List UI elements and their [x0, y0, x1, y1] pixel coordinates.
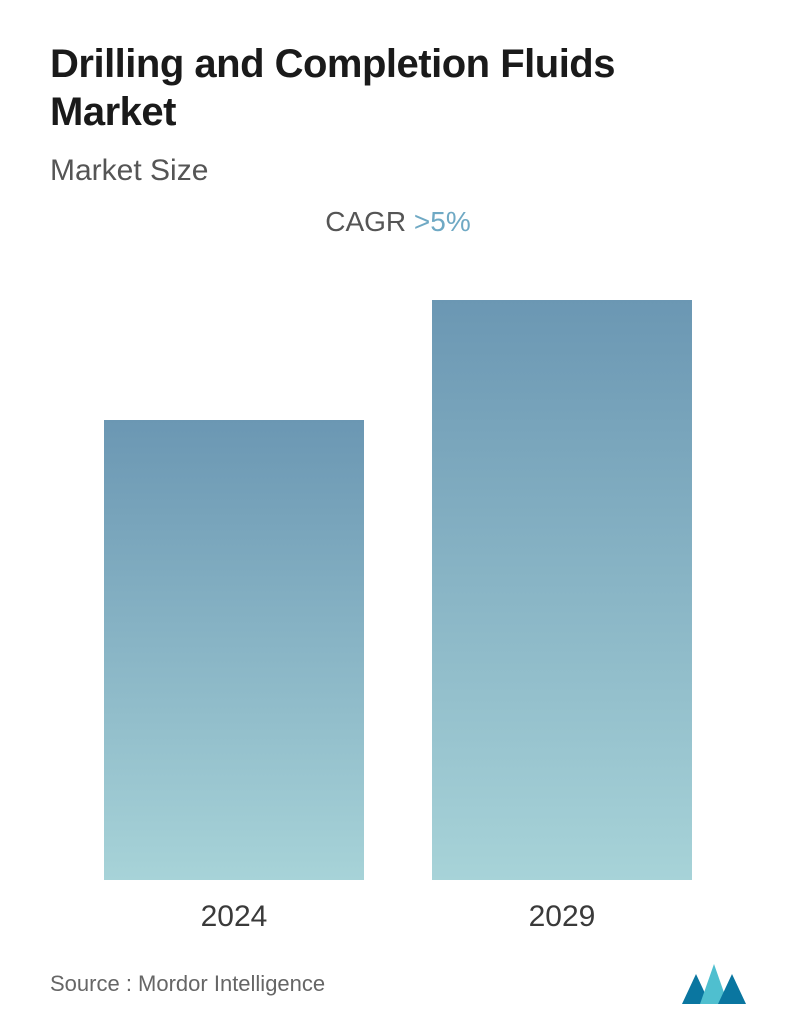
cagr-line: CAGR >5%	[50, 206, 746, 238]
bar-2029	[432, 300, 692, 880]
bar-label-2024: 2024	[201, 900, 268, 934]
footer: Source : Mordor Intelligence	[50, 964, 746, 1004]
bar-group-1: 2029	[432, 300, 692, 934]
chart-subtitle: Market Size	[50, 154, 746, 188]
chart-container: Drilling and Completion Fluids Market Ma…	[0, 0, 796, 1034]
mordor-logo-icon	[682, 964, 746, 1004]
bar-chart: 2024 2029	[50, 278, 746, 934]
bar-2024	[104, 420, 364, 880]
source-text: Source : Mordor Intelligence	[50, 971, 325, 997]
chart-title: Drilling and Completion Fluids Market	[50, 40, 746, 136]
cagr-label: CAGR	[325, 206, 414, 237]
bar-group-0: 2024	[104, 420, 364, 934]
cagr-value: >5%	[414, 206, 471, 237]
logo-icon	[682, 964, 746, 1004]
bar-label-2029: 2029	[529, 900, 596, 934]
